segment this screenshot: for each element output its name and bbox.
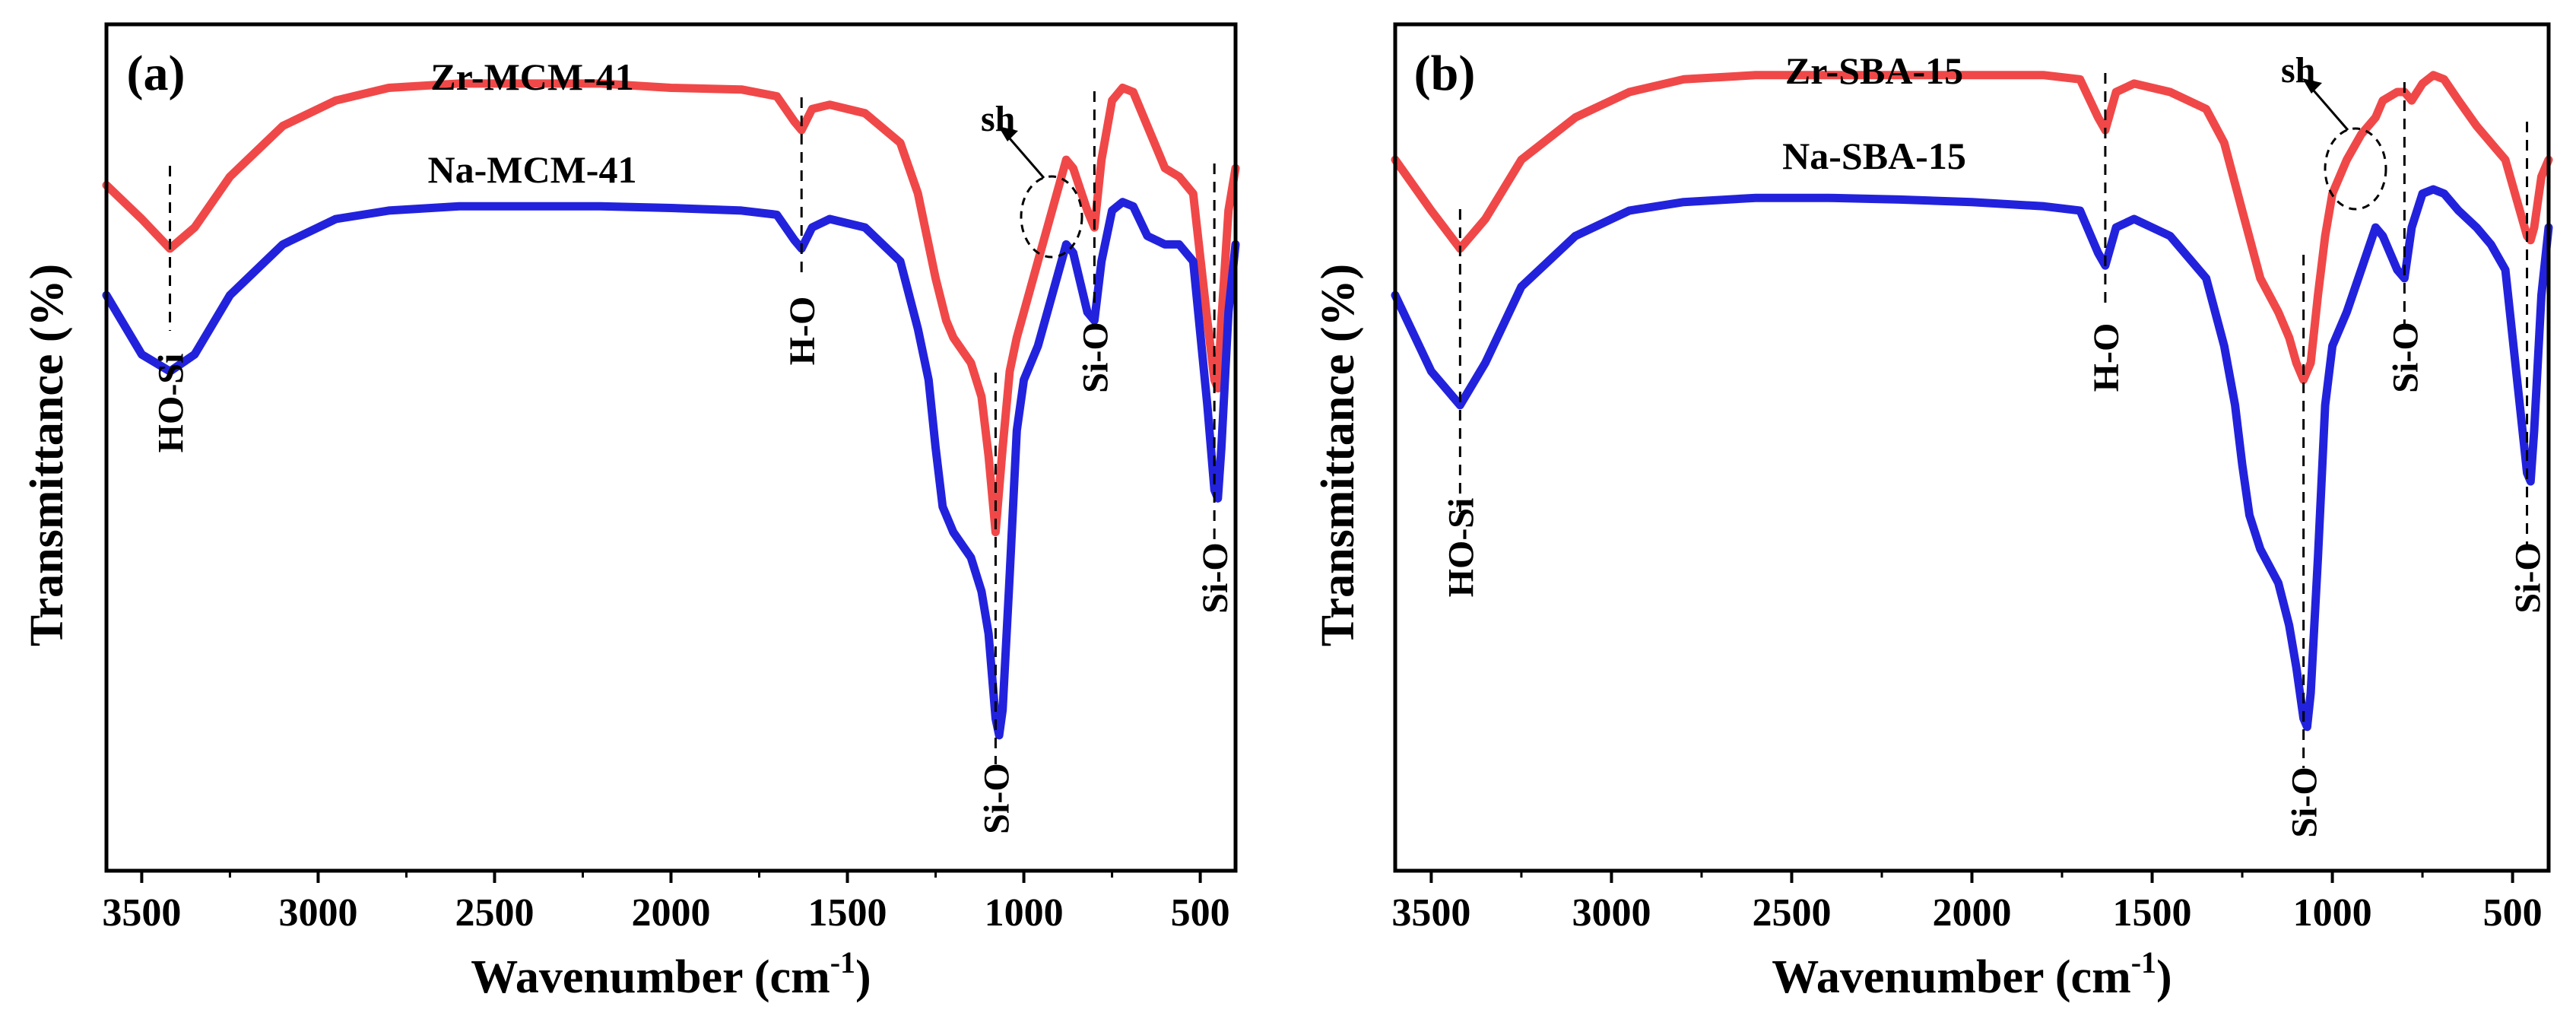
annotation-label: H-O (2086, 323, 2127, 392)
series-label-na: Na-MCM-41 (428, 148, 637, 191)
x-axis-title-main: Wavenumber (cm (471, 951, 830, 1003)
y-axis-title: Transmittance (%) (21, 264, 73, 646)
x-axis-title-close: ) (855, 951, 871, 1003)
annotation-label: H-O (782, 297, 823, 366)
annotation-label: Si-O (1195, 542, 1236, 613)
x-tick-label: 3500 (102, 891, 181, 935)
series-line-na-sba-15 (1391, 185, 2553, 732)
annotation-label: Si-O (2385, 322, 2425, 392)
x-tick-label: 1000 (2293, 891, 2372, 935)
shoulder-label: sh (981, 99, 1015, 139)
x-axis-title-superscript: -1 (2131, 945, 2156, 979)
panel-label: (b) (1414, 46, 1476, 101)
shoulder-arrowhead (998, 126, 1018, 141)
x-axis-title-superscript: -1 (830, 945, 855, 979)
shoulder-label: sh (2281, 50, 2315, 90)
x-tick-label: 2000 (632, 891, 711, 935)
x-axis-title-close: ) (2156, 951, 2172, 1003)
series-line-zr-mcm-41 (102, 79, 1240, 537)
series-label-zr: Zr-SBA-15 (1785, 49, 1963, 92)
shoulder-ellipse (2324, 127, 2387, 211)
chart-panel-a: HO-Si H-O Si-O Si-O Si-O sh Zr-MCM-41 Na-MCM-41… (21, 22, 1240, 1003)
annotation-label: HO-Si (151, 354, 192, 453)
x-tick-label: 500 (1171, 891, 1230, 935)
x-tick-label: 3500 (1391, 891, 1470, 935)
x-tick-label: 2500 (1752, 891, 1831, 935)
plot-frame (104, 22, 1238, 873)
shoulder-arrow-line (2307, 84, 2349, 131)
x-tick-label: 2000 (1933, 891, 2012, 935)
x-axis-title: Wavenumber (cm-1) (471, 945, 871, 1003)
panel-label: (a) (127, 46, 186, 101)
annotation-label: Si-O (2285, 767, 2325, 837)
series-label-na: Na-SBA-15 (1782, 135, 1966, 177)
x-tick-label: 500 (2483, 891, 2543, 935)
x-tick-label: 1500 (808, 891, 887, 935)
y-axis-title: Transmittance (%) (1312, 264, 1364, 646)
x-tick-label: 1500 (2113, 891, 2192, 935)
series-line-na-mcm-41 (102, 198, 1240, 740)
x-tick-label: 3000 (278, 891, 357, 935)
plot-frame (1393, 22, 2551, 873)
x-axis-title: Wavenumber (cm-1) (1772, 945, 2172, 1003)
series-line-zr-sba-15 (1391, 71, 2553, 384)
x-tick-label: 3000 (1572, 891, 1651, 935)
shoulder-arrow-line (1003, 132, 1045, 179)
x-tick-label: 1000 (985, 891, 1064, 935)
shoulder-arrowhead (2302, 78, 2322, 94)
annotation-label: Si-O (1075, 322, 1115, 392)
annotation-label: HO-Si (1441, 498, 1481, 598)
shoulder-ellipse (1020, 175, 1083, 259)
annotation-label: Si-O (976, 763, 1017, 833)
annotation-label: Si-O (2508, 542, 2549, 613)
series-label-zr: Zr-MCM-41 (430, 56, 633, 98)
x-axis-title-main: Wavenumber (cm (1772, 951, 2130, 1003)
x-tick-label: 2500 (455, 891, 534, 935)
chart-panel-b: HO-Si H-O Si-O Si-O Si-O sh Zr-SBA-15 Na-SBA-15… (1312, 22, 2553, 1003)
